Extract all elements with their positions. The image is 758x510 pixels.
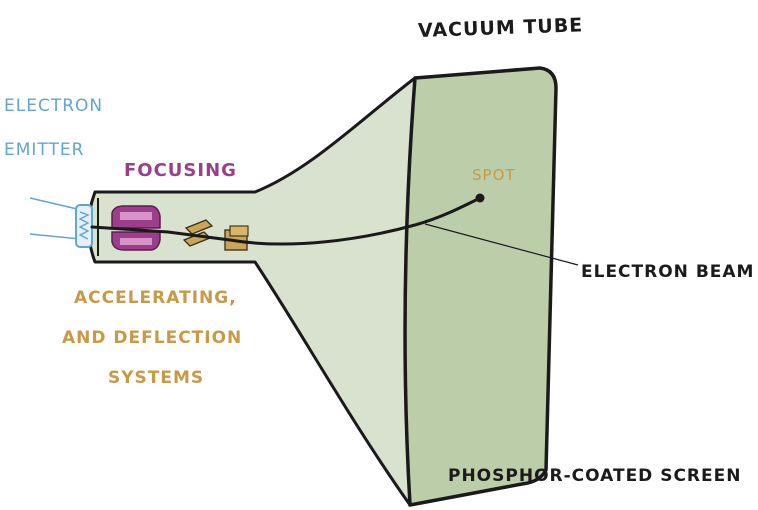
electron-emitter [75,204,93,248]
spot-label: Spot [472,166,516,184]
electron-emitter-label-line1: Electron [4,96,104,116]
electron-beam-label: Electron Beam [581,262,755,282]
accelerating-label-line3: Systems [108,368,205,388]
accelerating-label-line2: and Deflection [62,328,243,348]
accelerating-label-line1: Accelerating, [74,288,237,308]
phosphor-screen-label: Phosphor-Coated Screen [448,466,742,486]
phosphor-screen [403,66,558,507]
electron-beam [90,196,482,246]
electron-beam-pointer [424,223,579,266]
tube-funnel [87,76,417,507]
focusing-system [111,205,161,251]
focusing-label: Focusing [124,160,237,181]
electron-emitter-label-line2: Emitter [4,140,85,160]
emitter-coil [78,211,90,240]
spot [475,193,485,203]
